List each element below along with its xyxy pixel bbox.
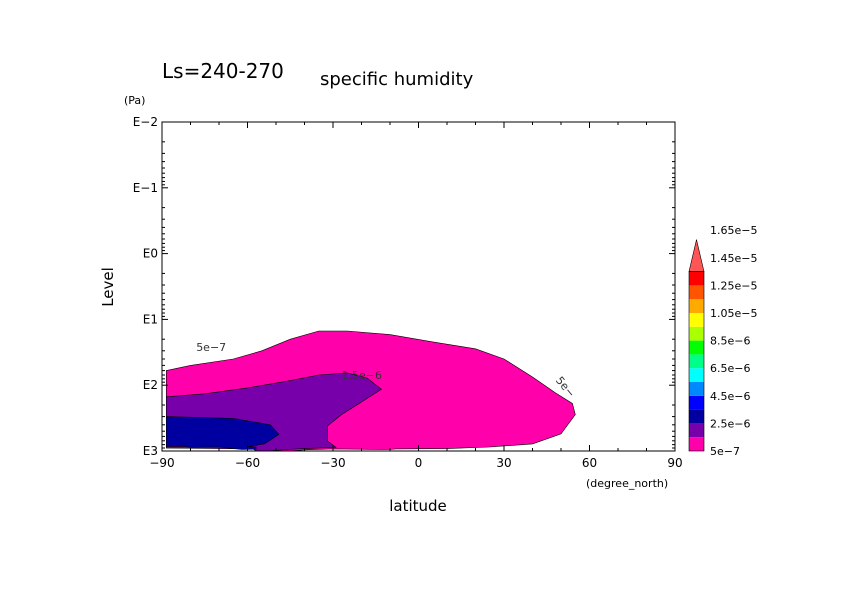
colorbar-segment: [689, 437, 704, 451]
colorbar-segment: [689, 340, 704, 355]
colorbar: 5e−7 2.5e−6 4.5e−6 6.5e−6 8.5e−6 1.05e−5 1.25e…: [688, 224, 757, 458]
colorbar-extend-arrow: [688, 239, 705, 272]
colorbar-segment: [689, 326, 704, 341]
x-unit-label: (degree_north): [586, 477, 668, 490]
y-axis-title: Level: [99, 267, 117, 307]
x-axis-title: latitude: [389, 497, 447, 515]
x-tick-label: 0: [415, 456, 423, 470]
colorbar-level-label: 6.5e−6: [710, 362, 750, 375]
x-tick-label: 60: [582, 456, 597, 470]
contour-regions: [166, 330, 576, 452]
colorbar-level-label: 1.45e−5: [710, 252, 757, 265]
x-axis-ticks: −90 −60 −30 0 30 60 90: [149, 122, 683, 470]
colorbar-segment: [689, 409, 704, 424]
colorbar-level-label: 4.5e−6: [710, 390, 750, 403]
colorbar-segment: [689, 313, 704, 327]
chart-subtitle: specific humidity: [320, 69, 474, 90]
colorbar-segment: [689, 354, 704, 369]
x-tick-label: −90: [149, 456, 174, 470]
colorbar-segment: [689, 423, 704, 438]
contour-label-0: 5e−7: [196, 341, 226, 354]
colorbar-level-label: 5e−7: [710, 445, 740, 458]
colorbar-level-label: 1.65e−5: [710, 224, 757, 237]
colorbar-segment: [689, 395, 704, 410]
x-tick-label: −60: [235, 456, 260, 470]
y-unit-label: (Pa): [124, 94, 145, 107]
y-axis-ticks: E3 E2 E1 E0 E−1 E−2: [133, 115, 675, 458]
colorbar-segment: [689, 271, 704, 286]
colorbar-frame: [688, 271, 705, 452]
colorbar-level-label: 1.25e−5: [710, 279, 757, 292]
contour-label-1: 1.5e−6: [342, 369, 382, 382]
x-tick-label: −30: [320, 456, 345, 470]
colorbar-segment: [689, 299, 704, 313]
colorbar-level-label: 2.5e−6: [710, 417, 750, 430]
colorbar-segment: [689, 382, 704, 396]
y-tick-label: E−2: [133, 115, 158, 129]
x-tick-label: 90: [667, 456, 682, 470]
y-tick-label: E0: [143, 247, 158, 261]
colorbar-level-label: 1.05e−5: [710, 307, 757, 320]
colorbar-level-label: 8.5e−6: [710, 335, 750, 348]
y-tick-label: E2: [143, 378, 158, 392]
y-tick-label: E−1: [133, 181, 158, 195]
colorbar-segment: [689, 285, 704, 300]
x-tick-label: 30: [496, 456, 511, 470]
colorbar-segment: [689, 368, 704, 382]
chart-title: Ls=240-270: [162, 59, 284, 83]
y-tick-label: E1: [143, 312, 158, 326]
y-tick-label: E3: [143, 444, 158, 458]
contour-region-2: [166, 416, 280, 450]
